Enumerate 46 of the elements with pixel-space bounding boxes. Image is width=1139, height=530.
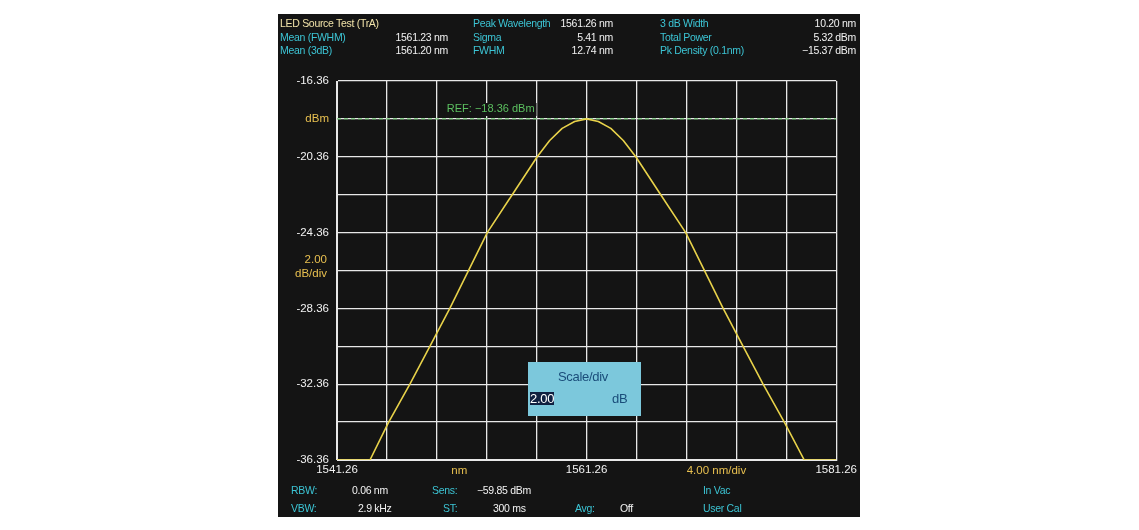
text: Mean (3dB) [280, 44, 332, 57]
text: Off [620, 502, 633, 515]
text: 0.06 nm [352, 484, 388, 497]
y-tick-label: -36.36 [296, 453, 329, 466]
text: Mean (FWHM) [280, 30, 346, 44]
text: In Vac [703, 484, 731, 497]
x-tick-label: 1581.26 [815, 463, 857, 476]
text: 1561.26 nm [560, 17, 613, 30]
text: Sens: [432, 484, 458, 497]
ref-line-label: REF: −18.36 dBm [446, 102, 535, 115]
text: ST: [443, 502, 458, 515]
y-axis-title: 2.00 dB/div [295, 252, 328, 279]
annotation: dB [612, 391, 628, 406]
text: VBW: [291, 502, 317, 515]
text: −59.85 dBm [477, 484, 531, 497]
text: Sigma [473, 30, 502, 44]
y-tick-label: -24.36 [296, 225, 329, 238]
text: 1561.20 nm [395, 44, 448, 57]
text: Total Power [660, 30, 712, 44]
text: User Cal [703, 502, 742, 515]
text: Peak Wavelength [473, 17, 551, 30]
text: 1561.23 nm [395, 30, 448, 44]
text: 4.00 nm/div [686, 463, 747, 476]
text: RBW: [291, 484, 318, 497]
text: 2.9 kHz [358, 502, 392, 515]
text: 10.20 nm [814, 17, 856, 30]
y-tick-label: -20.36 [296, 149, 329, 162]
text: Pk Density (0.1nm) [660, 44, 744, 57]
y-tick-label: dBm [305, 112, 329, 125]
x-tick-label: 1561.26 [565, 463, 608, 476]
y-tick-label: -28.36 [296, 301, 329, 314]
x-tick-label: 1541.26 [316, 463, 358, 476]
text: 5.32 dBm [813, 30, 856, 44]
annotation: 2.00 [530, 391, 555, 406]
text: FWHM [473, 44, 505, 57]
text: Avg: [575, 502, 595, 515]
annotation: Scale/div [558, 369, 609, 384]
text: 3 dB Width [660, 17, 709, 30]
text: 5.41 nm [577, 30, 613, 44]
text: 300 ms [493, 502, 526, 515]
y-tick-label: -32.36 [296, 377, 329, 390]
text: −15.37 dBm [802, 44, 856, 57]
chart-title: LED Source Test (TrA) [280, 17, 379, 30]
y-tick-label: -16.36 [296, 74, 329, 87]
x-axis-title: nm [451, 463, 468, 476]
text: 12.74 nm [571, 44, 613, 57]
